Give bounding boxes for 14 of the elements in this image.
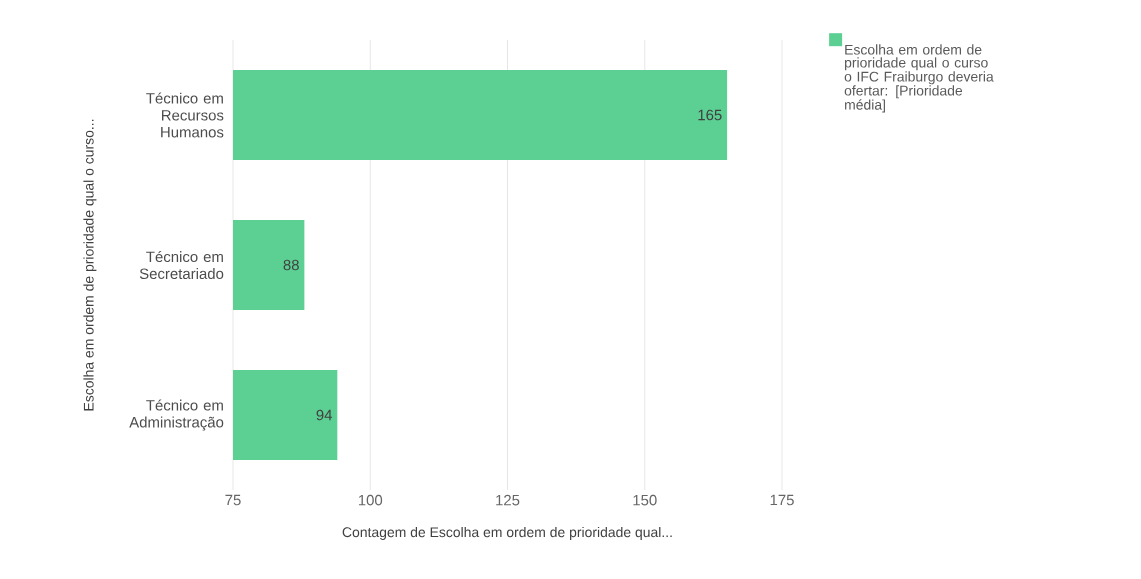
x-tick-label: 150 — [633, 494, 657, 506]
y-axis-title: Escolha em ordem de prioridade qual o curso... — [83, 119, 97, 411]
data-label: 165 — [698, 109, 722, 121]
data-label: 94 — [316, 409, 333, 421]
x-tick-label: 175 — [770, 494, 794, 506]
x-axis-title: Contagem de Escolha em ordem de prioridade qual... — [342, 526, 672, 540]
y-tick-label: Técnico em Recursos Humanos — [146, 92, 224, 138]
y-tick-label: Técnico em Secretariado — [139, 250, 224, 280]
x-tick-label: 125 — [496, 494, 520, 506]
x-tick-label: 75 — [225, 494, 241, 506]
y-tick-label: Técnico em Administração — [129, 399, 224, 431]
data-label: 88 — [283, 259, 299, 271]
legend-label: Escolha em ordem de prioridade qual o curso o IFC Fraiburgo deveria ofertar: [Prioridade média] — [844, 44, 994, 113]
x-tick-label: 100 — [358, 494, 383, 506]
